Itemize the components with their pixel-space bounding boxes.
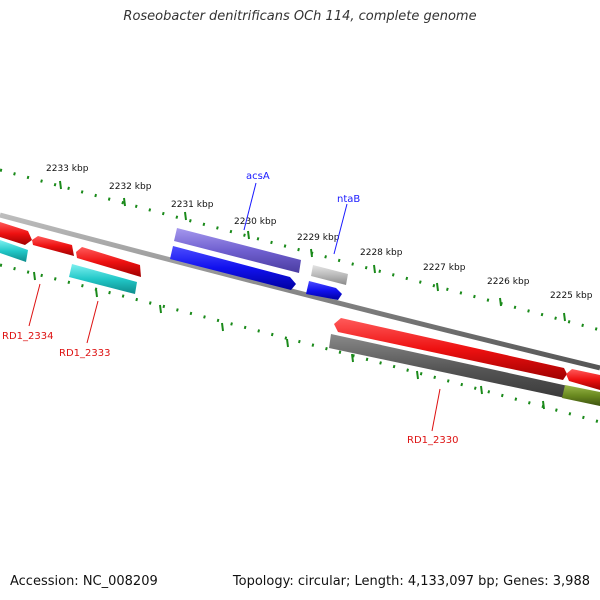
tick-label: 2228 kbp bbox=[360, 248, 403, 258]
tick-label: 2227 kbp bbox=[423, 263, 466, 273]
inner-tick-ring bbox=[0, 263, 600, 424]
feature-red bbox=[0, 222, 32, 245]
accession-text: Accession: NC_008209 bbox=[10, 574, 158, 589]
feature-blue bbox=[170, 246, 296, 290]
feature-purple bbox=[174, 228, 301, 273]
outer-major-ticks bbox=[59, 180, 566, 322]
features bbox=[0, 222, 600, 406]
feature-cyan bbox=[0, 240, 28, 262]
gene-label-RD1_2330: RD1_2330 bbox=[407, 435, 458, 446]
feature-red bbox=[334, 318, 567, 380]
tick-label: 2226 kbp bbox=[487, 277, 530, 287]
tick-labels: 2233 kbp 2232 kbp 2231 kbp 2230 kbp 2229… bbox=[46, 164, 593, 301]
tick-label: 2233 kbp bbox=[46, 164, 89, 174]
genome-backbone bbox=[0, 212, 600, 371]
feature-red bbox=[32, 236, 74, 256]
tick-label: 2230 kbp bbox=[234, 217, 277, 227]
gene-label-acsA: acsA bbox=[246, 171, 270, 182]
gene-label-RD1_2334: RD1_2334 bbox=[2, 331, 53, 342]
gene-label-ntaB: ntaB bbox=[337, 194, 360, 205]
leader-lines bbox=[28, 182, 441, 432]
map-title: Roseobacter denitrificans OCh 114, compl… bbox=[123, 9, 477, 24]
feature-olive bbox=[562, 385, 600, 406]
tick-label: 2229 kbp bbox=[297, 233, 340, 243]
feature-dark-grey bbox=[329, 334, 600, 405]
inner-major-ticks bbox=[33, 271, 545, 410]
feature-light-grey bbox=[311, 265, 348, 285]
gene-label-RD1_2333: RD1_2333 bbox=[59, 348, 110, 359]
topology-summary: Topology: circular; Length: 4,133,097 bp… bbox=[232, 574, 590, 589]
tick-label: 2231 kbp bbox=[171, 200, 214, 210]
gene-labels: acsA ntaB RD1_2334 RD1_2333 RD1_2330 bbox=[2, 171, 458, 446]
feature-red bbox=[566, 369, 600, 390]
tick-label: 2232 kbp bbox=[109, 182, 152, 192]
tick-label: 2225 kbp bbox=[550, 291, 593, 301]
feature-red bbox=[76, 247, 141, 277]
feature-cyan bbox=[69, 264, 137, 294]
feature-blue bbox=[306, 281, 342, 300]
